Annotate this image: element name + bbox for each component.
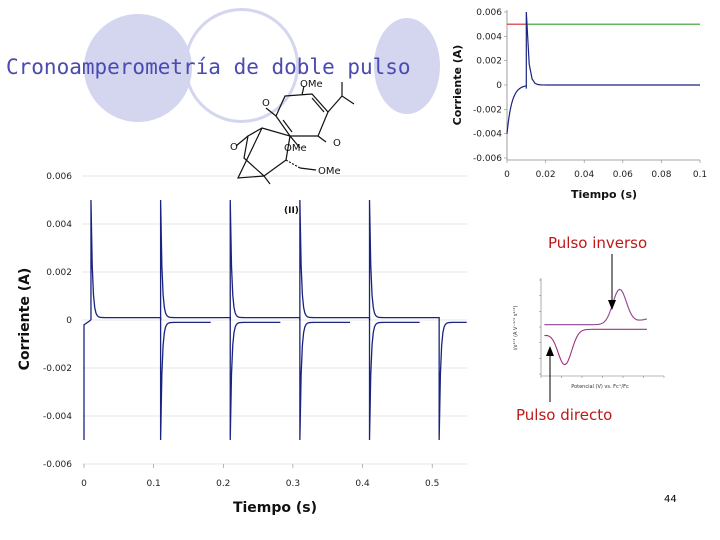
arrow-direct [546,346,554,402]
page-number: 44 [664,494,677,505]
molecule-bond [263,175,271,185]
main-chart-xlabel: Tiempo (s) [233,500,317,516]
cv-curve-overlay [544,289,647,325]
molecule-double-bond [311,97,325,113]
main-series-pulse [90,199,211,441]
main-series-pulse [368,199,467,441]
molecule-label-o-right: O [333,138,341,149]
main-xtick-label: 0.1 [146,479,160,489]
inset-chart-yticks: 0.006 0.004 0.002 0 -0.002 -0.004 -0.006 [473,8,507,164]
molecule-carbonyl [265,107,277,117]
inset-series-pulse [506,11,700,134]
cv-xlabel: Potencial (V) vs. Fc⁺/Fc [571,384,629,390]
molecule-structure [235,82,355,185]
molecule-bond [285,159,301,169]
main-series-pulse [299,199,420,441]
inset-chart-xlabel: Tiempo (s) [571,188,637,201]
molecule-isopropyl [327,95,355,113]
inset-ytick-label: 0 [496,81,502,91]
main-series-pulse [159,199,281,441]
molecule-label-o-left: O [262,98,270,109]
molecule-label-o-ring: O [230,142,238,153]
decorative-circle [84,14,192,122]
inset-ytick-label: -0.002 [473,105,502,115]
molecule-bond [289,135,301,149]
inset-ytick-label: -0.006 [473,154,502,164]
main-xtick-label: 0.2 [216,479,230,489]
inset-chart: 0.006 0.004 0.002 0 -0.002 -0.004 -0.006 0 0.02… [451,8,707,201]
main-chart-grid [82,175,467,465]
main-ytick-label: 0.002 [46,268,72,278]
cv-tick-marks [539,279,665,378]
molecule-double-bond [282,119,293,133]
molecule-label-ome-bottom: OMe [318,166,341,177]
main-ytick-label: -0.006 [43,460,72,470]
inset-ytick-label: 0.004 [476,32,502,42]
cv-ylabel: i/ν¹ᐟ² (A V⁻¹ᐟ² s¹ᐟ²) [513,305,519,350]
main-xtick-label: 0.3 [286,479,300,489]
main-series-pulse [229,199,351,441]
inset-xtick-label: 0.04 [574,170,594,180]
main-ytick-label: -0.004 [43,412,72,422]
inset-ytick-label: 0.002 [476,57,502,67]
main-xtick-label: 0.5 [425,479,439,489]
cv-chart: Potencial (V) vs. Fc⁺/Fc i/ν¹ᐟ² (A V⁻¹ᐟ²… [510,270,668,390]
main-chart-ylabel: Corriente (A) [17,268,33,371]
main-ytick-label: 0.006 [46,172,72,182]
molecule-bridge [237,127,265,179]
inset-xtick-label: 0 [504,170,510,180]
main-chart-xticks: 0 0.1 0.2 0.3 0.4 0.5 [81,464,439,489]
main-ytick-label: -0.002 [43,364,72,374]
molecule-caption: (II) [284,206,299,216]
label-pulse-reverse: Pulso inverso [548,234,648,252]
arrow-reverse [608,254,616,310]
slide-title: Cronoamperometría de doble pulso [6,55,411,79]
inset-ytick-label: 0.006 [476,8,502,18]
decorative-ring [184,8,299,123]
inset-chart-xticks: 0 0.02 0.04 0.06 0.08 0.1 [504,160,707,180]
main-chart-series [83,199,467,441]
inset-xtick-label: 0.08 [651,170,671,180]
molecule-carbonyl [317,135,327,143]
main-ytick-label: 0 [66,316,72,326]
label-pulse-direct: Pulso directo [516,406,613,424]
main-series-lead [83,319,92,440]
molecule-quinone-ring [275,93,329,137]
inset-xtick-label: 0.1 [693,170,707,180]
inset-chart-series [506,11,700,134]
molecule-bond [235,135,249,147]
inset-ytick-label: -0.004 [473,130,502,140]
molecule-bond [301,85,305,96]
cv-chart-frame [510,270,668,390]
main-ytick-label: 0.004 [46,220,72,230]
main-chart-yticks: 0.006 0.004 0.002 0 -0.002 -0.004 -0.006 [43,172,72,470]
molecule-label-ome-top: OMe [300,79,323,90]
main-xtick-label: 0.4 [355,479,370,489]
molecule-label-ome-mid: OMe [284,143,307,154]
inset-chart-ylabel: Corriente (A) [451,45,464,126]
inset-xtick-label: 0.02 [536,170,556,180]
decorative-circle [374,18,440,114]
inset-xtick-label: 0.06 [613,170,633,180]
main-xtick-label: 0 [81,479,87,489]
molecule-bond [299,167,317,171]
